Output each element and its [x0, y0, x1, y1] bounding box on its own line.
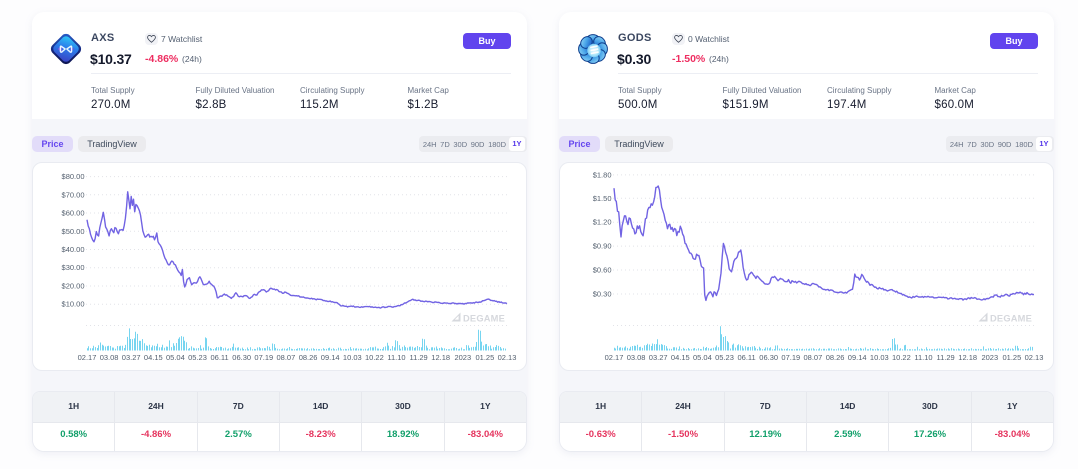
svg-text:01.25: 01.25: [1003, 353, 1022, 362]
svg-text:$80.00: $80.00: [62, 172, 85, 181]
svg-text:$40.00: $40.00: [62, 245, 85, 254]
svg-text:04.15: 04.15: [144, 353, 163, 362]
svg-text:$0.60: $0.60: [593, 266, 612, 275]
svg-text:09.14: 09.14: [848, 353, 867, 362]
svg-text:12.18: 12.18: [958, 353, 977, 362]
svg-text:$70.00: $70.00: [62, 190, 85, 199]
svg-text:03.08: 03.08: [100, 353, 119, 362]
svg-text:11.29: 11.29: [936, 353, 954, 362]
svg-text:$50.00: $50.00: [62, 227, 85, 236]
svg-text:12.18: 12.18: [431, 353, 450, 362]
svg-text:05.04: 05.04: [693, 353, 712, 362]
svg-text:08.07: 08.07: [277, 353, 296, 362]
svg-text:11.10: 11.10: [914, 353, 932, 362]
svg-text:08.26: 08.26: [826, 353, 845, 362]
svg-text:03.27: 03.27: [122, 353, 141, 362]
svg-text:05.23: 05.23: [188, 353, 207, 362]
svg-text:2023: 2023: [981, 353, 998, 362]
svg-text:08.07: 08.07: [804, 353, 823, 362]
svg-text:$1.80: $1.80: [593, 170, 612, 179]
svg-text:10.22: 10.22: [892, 353, 911, 362]
svg-text:$60.00: $60.00: [62, 209, 85, 218]
svg-text:02.13: 02.13: [498, 353, 517, 362]
svg-text:06.30: 06.30: [759, 353, 778, 362]
svg-text:$0.90: $0.90: [593, 242, 612, 251]
svg-text:07.19: 07.19: [781, 353, 800, 362]
svg-text:01.25: 01.25: [476, 353, 495, 362]
svg-text:$0.30: $0.30: [593, 290, 612, 299]
svg-text:03.27: 03.27: [649, 353, 668, 362]
svg-text:06.11: 06.11: [210, 353, 228, 362]
svg-text:05.23: 05.23: [715, 353, 734, 362]
svg-text:04.15: 04.15: [671, 353, 690, 362]
svg-text:05.04: 05.04: [166, 353, 185, 362]
svg-text:$1.50: $1.50: [593, 194, 612, 203]
svg-text:08.26: 08.26: [299, 353, 318, 362]
svg-text:$1.20: $1.20: [593, 218, 612, 227]
svg-text:DEGAME: DEGAME: [463, 313, 505, 323]
svg-text:2023: 2023: [454, 353, 471, 362]
svg-text:$30.00: $30.00: [62, 263, 85, 272]
svg-text:10.03: 10.03: [870, 353, 889, 362]
svg-text:10.03: 10.03: [343, 353, 362, 362]
svg-text:02.17: 02.17: [78, 353, 97, 362]
svg-text:03.08: 03.08: [627, 353, 646, 362]
svg-text:06.30: 06.30: [232, 353, 251, 362]
svg-text:02.17: 02.17: [605, 353, 624, 362]
svg-text:10.22: 10.22: [365, 353, 384, 362]
svg-text:DEGAME: DEGAME: [990, 313, 1032, 323]
svg-text:11.29: 11.29: [409, 353, 427, 362]
svg-text:09.14: 09.14: [321, 353, 340, 362]
svg-text:06.11: 06.11: [737, 353, 755, 362]
svg-text:11.10: 11.10: [387, 353, 405, 362]
svg-text:02.13: 02.13: [1025, 353, 1044, 362]
svg-text:07.19: 07.19: [254, 353, 273, 362]
svg-text:$10.00: $10.00: [62, 300, 85, 309]
svg-text:$20.00: $20.00: [62, 282, 85, 291]
